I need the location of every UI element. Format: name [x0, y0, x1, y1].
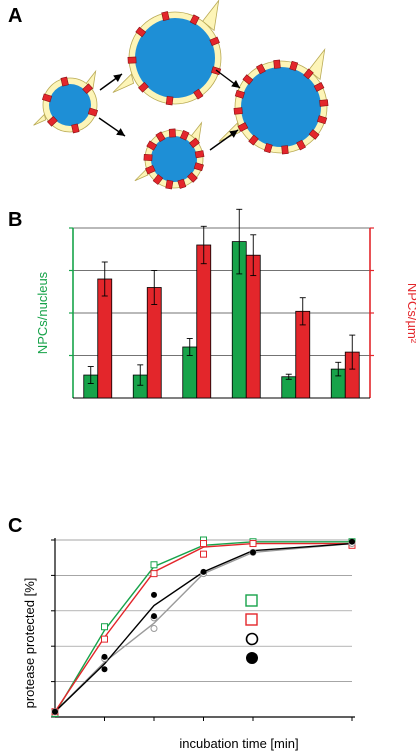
arrow-right-up-head — [229, 130, 238, 138]
panel-a-letter: A — [8, 5, 22, 27]
bar — [281, 376, 297, 399]
data-point — [101, 635, 108, 643]
legend-marker — [245, 613, 258, 626]
npc-bar-chart: NPCs/nucleus NPCs/µm² — [35, 208, 416, 399]
nuclear-pore-complex — [319, 99, 329, 107]
data-point — [101, 623, 108, 631]
nuclear-pore-complex — [289, 60, 299, 72]
nuclear-pore-complex — [60, 76, 69, 87]
nucleus-disc — [135, 18, 215, 98]
data-point — [250, 549, 256, 556]
nuclear-pore-complex — [87, 107, 99, 117]
data-point — [349, 538, 355, 545]
c-xlabel: incubation time [min] — [179, 736, 298, 751]
nuclear-pore-complex — [168, 128, 176, 138]
nuclear-pore-complex — [193, 88, 204, 100]
panel-b-letter: B — [8, 209, 22, 231]
nucleus-disc — [49, 84, 91, 126]
nuclear-pore-complex — [165, 179, 174, 190]
bar — [196, 244, 212, 399]
nuclear-pore-complex — [248, 134, 259, 146]
nuclear-pore-complex — [316, 115, 328, 125]
data-point — [200, 540, 207, 548]
nucleus-initial — [33, 69, 99, 134]
er-projection — [134, 168, 149, 182]
nuclear-pore-complex — [296, 139, 306, 151]
series-line — [54, 542, 353, 713]
nuclear-pore-complex — [135, 26, 147, 38]
series-line — [54, 542, 352, 713]
left-axis-label: NPCs/nucleus — [35, 271, 50, 354]
series-line — [54, 542, 353, 713]
nuclear-pore-complex — [71, 123, 80, 134]
protease-protection-chart: protease protected [%] incubation time [… — [22, 536, 356, 751]
nuclear-pore-complex — [189, 137, 200, 149]
nuclear-pore-complex — [177, 178, 187, 189]
data-point — [101, 666, 108, 673]
nuclear-pore-complex — [193, 162, 204, 172]
nuclear-pore-complex — [189, 14, 200, 26]
nuclear-pore-complex — [152, 174, 164, 185]
nuclear-pore-complex — [187, 171, 198, 183]
nucleus-small-many-pores — [134, 121, 205, 190]
nuclear-pore-complex — [242, 74, 254, 85]
nuclear-pore-complex — [209, 36, 220, 47]
nuclear-pore-complex — [234, 89, 246, 99]
er-projection — [33, 113, 47, 126]
nuclear-pore-complex — [233, 107, 243, 115]
data-point — [150, 570, 158, 578]
nuclear-pore-complex — [263, 142, 273, 154]
nuclear-growth-schematic — [33, 0, 329, 190]
nucleus-final — [218, 48, 329, 155]
nuclear-pore-complex — [155, 131, 166, 143]
series-line — [54, 541, 352, 714]
data-point — [151, 613, 157, 620]
nuclear-pore-complex — [281, 145, 289, 155]
nuclear-pore-complex — [273, 59, 281, 69]
data-point — [52, 708, 58, 715]
nuclear-pore-complex — [82, 83, 94, 95]
data-point — [249, 540, 257, 548]
nuclear-pore-complex — [256, 63, 266, 75]
nuclear-pore-complex — [41, 93, 53, 103]
panel-c-letter: C — [8, 515, 22, 537]
nuclear-pore-complex — [146, 140, 158, 151]
nucleus-disc — [151, 136, 197, 182]
nucleus-disc — [241, 67, 321, 147]
nuclear-pore-complex — [127, 56, 137, 64]
data-point — [101, 653, 108, 660]
legend-marker — [246, 652, 258, 664]
nuclear-pore-complex — [165, 95, 174, 106]
data-point — [200, 568, 207, 575]
data-point — [151, 591, 157, 598]
arrow-up-right-head — [113, 74, 122, 82]
nuclear-pore-complex — [179, 129, 190, 141]
nuclear-pore-complex — [194, 150, 205, 159]
nuclear-pore-complex — [161, 11, 170, 21]
arrow-right-down-head — [231, 80, 240, 88]
nuclear-pore-complex — [145, 164, 156, 175]
er-projection — [112, 73, 135, 93]
data-point — [150, 561, 158, 569]
nuclear-pore-complex — [308, 129, 320, 140]
nucleus-large-few-pores — [112, 0, 222, 106]
legend-marker — [245, 594, 258, 607]
c-ylabel: protease protected [%] — [22, 578, 37, 709]
right-axis-label: NPCs/µm² — [405, 283, 416, 344]
bar — [97, 278, 113, 399]
nuclear-pore-complex — [143, 153, 153, 162]
nuclear-pore-complex — [138, 81, 149, 93]
bar — [245, 254, 261, 399]
nuclear-pore-complex — [313, 82, 325, 92]
data-point — [200, 550, 207, 558]
nuclear-pore-complex — [46, 115, 58, 127]
nuclear-pore-complex — [237, 122, 249, 132]
data-point — [150, 625, 158, 632]
nuclear-pore-complex — [303, 68, 314, 80]
arrow-down-right-head — [116, 128, 125, 136]
legend-marker — [245, 632, 259, 646]
